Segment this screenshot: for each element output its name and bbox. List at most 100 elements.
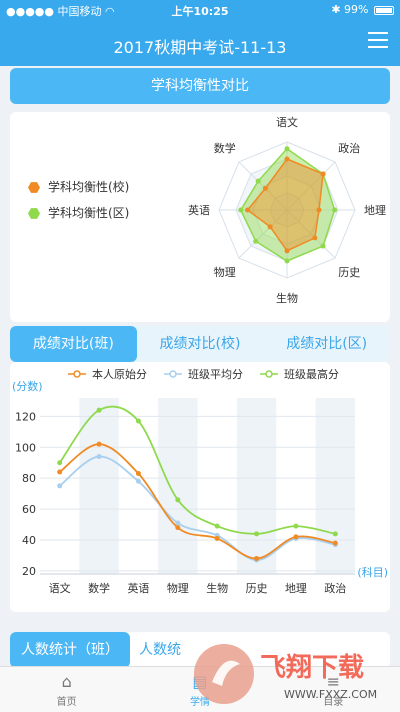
legend-marker [265, 370, 273, 378]
list-icon: ≡ [326, 672, 341, 691]
radar-point [316, 207, 322, 213]
series-point [96, 441, 102, 447]
main-content: 学科均衡性对比 学科均衡性(校) 学科均衡性(区) 语文 政治 地理 历史 生物 物理 英语… [0, 66, 400, 666]
battery-icon [374, 5, 394, 15]
radar-point [284, 156, 290, 162]
home-icon: ⌂ [61, 672, 72, 691]
radar-axis-label: 历史 [338, 266, 360, 279]
wifi-icon: ◠ [105, 5, 115, 18]
radar-spoke [286, 209, 336, 259]
series-line-1 [59, 455, 336, 561]
column-band [158, 398, 198, 574]
tab-count-other[interactable]: 人数统 [139, 642, 181, 658]
battery-status: ✱ 99% [331, 3, 394, 16]
column-band [315, 398, 355, 574]
tab-compare-district[interactable]: 成绩对比(区) [286, 336, 368, 352]
watermark-logo: 飞翔下载 WWW.FXXZ.COM [194, 644, 377, 704]
legend-item-school: 学科均衡性(校) [28, 174, 129, 200]
x-tick-label: 地理 [285, 582, 307, 595]
series-point [214, 523, 220, 529]
x-tick-label: 语文 [49, 581, 71, 595]
legend-marker [73, 370, 81, 378]
column-band [79, 398, 119, 574]
series-point [135, 478, 141, 484]
radar-point [312, 235, 318, 241]
radar-point [320, 171, 326, 177]
tabbar-home[interactable]: ⌂ 首页 [0, 667, 133, 712]
series-point [175, 497, 181, 503]
radar-point [267, 224, 273, 230]
hexagon-icon [28, 182, 40, 193]
tabbar-catalog[interactable]: ≡ 目录 [267, 667, 400, 712]
tab-count-class[interactable]: 人数统计（班） [10, 632, 130, 666]
y-axis-label: (分数) [12, 380, 43, 393]
series-point [293, 534, 299, 540]
y-tick-label: 20 [22, 565, 36, 578]
legend-marker [169, 370, 177, 378]
radar-point [262, 185, 268, 191]
radar-axis-label: 英语 [188, 203, 210, 217]
legend-label: 班级最高分 [284, 367, 339, 381]
carrier-name: 中国移动 [57, 5, 102, 18]
series-point [175, 520, 181, 526]
x-tick-label: 英语 [127, 581, 149, 595]
y-tick-label: 100 [15, 441, 36, 454]
x-tick-label: 生物 [206, 581, 228, 595]
x-tick-label: 历史 [246, 582, 268, 595]
series-point [96, 407, 102, 413]
radar-point [332, 207, 338, 213]
series-line-0 [59, 443, 336, 560]
series-point [293, 523, 299, 529]
y-tick-label: 60 [22, 503, 36, 516]
y-tick-label: 80 [22, 472, 36, 485]
series-point [332, 531, 338, 537]
tab-compare-class[interactable]: 成绩对比(班) [10, 326, 137, 362]
count-tabs: 人数统计（班） 人数统 [10, 632, 390, 666]
legend-label: 本人原始分 [92, 367, 147, 381]
bluetooth-icon: ✱ [331, 3, 341, 16]
radar-axis-label: 语文 [276, 115, 298, 129]
watermark-text: 飞翔下载 [260, 653, 364, 683]
series-point [254, 531, 260, 537]
navbar: 2017秋期中考试-11-13 [0, 20, 400, 66]
radar-point [255, 178, 261, 184]
page-title: 2017秋期中考试-11-13 [113, 38, 287, 57]
y-tick-label: 40 [22, 534, 36, 547]
series-point [254, 556, 260, 562]
tab-compare-school[interactable]: 成绩对比(校) [159, 336, 241, 352]
radar-spoke [286, 161, 336, 211]
watermark-url: WWW.FXXZ.COM [284, 688, 377, 701]
x-tick-label: 数学 [88, 581, 110, 595]
radar-card: 学科均衡性(校) 学科均衡性(区) 语文 政治 地理 历史 生物 物理 英语 数学 [10, 112, 390, 322]
radar-point [320, 243, 326, 249]
compare-tabs: 成绩对比(班) 成绩对比(校) 成绩对比(区) [10, 326, 390, 362]
x-axis-label: (科目) [357, 565, 388, 579]
x-tick-label: 物理 [167, 581, 189, 595]
radar-point [245, 207, 251, 213]
radar-point [284, 146, 290, 152]
radar-axis-label: 生物 [276, 291, 298, 305]
series-point [57, 460, 63, 466]
radar-point [284, 248, 290, 254]
radar-axis-label: 政治 [338, 141, 360, 155]
series-point [57, 483, 63, 489]
legend-item-district: 学科均衡性(区) [28, 200, 129, 226]
radar-point [238, 207, 244, 213]
menu-icon[interactable] [368, 32, 388, 49]
battery-percent: 99% [344, 3, 369, 16]
radar-axis-label: 地理 [364, 204, 386, 217]
series-point [175, 525, 181, 531]
series-point [135, 471, 141, 477]
series-point [214, 535, 220, 541]
series-point [96, 454, 102, 460]
radar-spoke [238, 161, 288, 211]
line-chart: 本人原始分 班级平均分 班级最高分 20 40 60 80 100 120 (分数) (科目) 语文 数… [12, 367, 388, 595]
x-tick-label: 政治 [324, 581, 346, 595]
signal-icon: ●●●●● [6, 5, 54, 18]
line-chart-card: 本人原始分 班级平均分 班级最高分 20 40 60 80 100 120 (分数) (科目) 语文 数… [10, 362, 390, 612]
series-point [332, 540, 338, 546]
radar-legend: 学科均衡性(校) 学科均衡性(区) [28, 174, 129, 226]
series-point [135, 418, 141, 424]
radar-point [253, 238, 259, 244]
